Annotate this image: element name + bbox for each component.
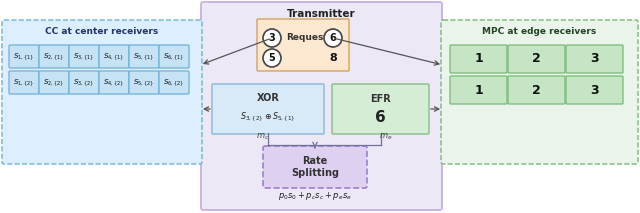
Circle shape xyxy=(263,29,281,47)
FancyBboxPatch shape xyxy=(257,19,349,71)
FancyBboxPatch shape xyxy=(566,76,623,104)
FancyBboxPatch shape xyxy=(69,45,99,68)
Text: 1: 1 xyxy=(474,83,483,96)
Text: XOR: XOR xyxy=(257,93,280,103)
Text: $S_{4,\{1\}}$: $S_{4,\{1\}}$ xyxy=(103,51,125,62)
Text: $S_{6,\{2\}}$: $S_{6,\{2\}}$ xyxy=(163,77,185,88)
Text: $S_{5,\{2\}}$: $S_{5,\{2\}}$ xyxy=(133,77,155,88)
Text: $S_{3,\{2\}}$: $S_{3,\{2\}}$ xyxy=(73,77,95,88)
Text: $S_{6,\{1\}}$: $S_{6,\{1\}}$ xyxy=(163,51,185,62)
FancyBboxPatch shape xyxy=(159,45,189,68)
FancyBboxPatch shape xyxy=(99,71,129,94)
Circle shape xyxy=(263,49,281,67)
FancyBboxPatch shape xyxy=(450,45,507,73)
FancyBboxPatch shape xyxy=(99,45,129,68)
FancyBboxPatch shape xyxy=(39,45,69,68)
Text: 5: 5 xyxy=(269,53,275,63)
Text: $S_{3,\{1\}}$: $S_{3,\{1\}}$ xyxy=(73,51,95,62)
Text: 3: 3 xyxy=(590,83,599,96)
FancyBboxPatch shape xyxy=(9,45,39,68)
Text: $S_{5,\{1\}}$: $S_{5,\{1\}}$ xyxy=(133,51,155,62)
Text: CC at center receivers: CC at center receivers xyxy=(45,27,159,36)
Text: 1: 1 xyxy=(474,52,483,66)
FancyBboxPatch shape xyxy=(129,45,159,68)
FancyBboxPatch shape xyxy=(69,71,99,94)
FancyBboxPatch shape xyxy=(212,84,324,134)
Text: 2: 2 xyxy=(532,52,541,66)
Text: Rate
Splitting: Rate Splitting xyxy=(291,156,339,178)
FancyBboxPatch shape xyxy=(566,45,623,73)
Text: 3: 3 xyxy=(269,33,275,43)
FancyBboxPatch shape xyxy=(159,71,189,94)
Text: MPC at edge receivers: MPC at edge receivers xyxy=(483,27,596,36)
Text: $S_{1,\{1\}}$: $S_{1,\{1\}}$ xyxy=(13,51,35,62)
Text: Transmitter: Transmitter xyxy=(287,9,356,19)
Text: EFR: EFR xyxy=(370,94,391,104)
Text: 3: 3 xyxy=(590,52,599,66)
Text: 6: 6 xyxy=(330,33,337,43)
Text: $p_0 s_0 + p_c s_c + p_e s_e$: $p_0 s_0 + p_c s_c + p_e s_e$ xyxy=(278,190,352,202)
FancyBboxPatch shape xyxy=(39,71,69,94)
Text: $m_c$: $m_c$ xyxy=(257,132,269,142)
Text: $S_{1,\{2\}}$: $S_{1,\{2\}}$ xyxy=(13,77,35,88)
FancyBboxPatch shape xyxy=(129,71,159,94)
Text: $S_{2,\{1\}}$: $S_{2,\{1\}}$ xyxy=(44,51,65,62)
FancyBboxPatch shape xyxy=(332,84,429,134)
FancyBboxPatch shape xyxy=(441,20,638,164)
Text: 6: 6 xyxy=(375,111,386,125)
FancyBboxPatch shape xyxy=(9,71,39,94)
FancyBboxPatch shape xyxy=(263,146,367,188)
FancyBboxPatch shape xyxy=(201,2,442,210)
Text: Requests: Requests xyxy=(287,33,333,43)
Text: $S_{3,\{2\}} \oplus S_{5,\{1\}}$: $S_{3,\{2\}} \oplus S_{5,\{1\}}$ xyxy=(240,111,296,123)
Text: $S_{4,\{2\}}$: $S_{4,\{2\}}$ xyxy=(103,77,125,88)
Text: 2: 2 xyxy=(532,83,541,96)
Text: 8: 8 xyxy=(329,53,337,63)
Circle shape xyxy=(324,29,342,47)
Text: $S_{2,\{2\}}$: $S_{2,\{2\}}$ xyxy=(44,77,65,88)
FancyBboxPatch shape xyxy=(2,20,202,164)
FancyBboxPatch shape xyxy=(508,45,565,73)
FancyBboxPatch shape xyxy=(450,76,507,104)
Text: $m_e$: $m_e$ xyxy=(379,132,392,142)
FancyBboxPatch shape xyxy=(508,76,565,104)
